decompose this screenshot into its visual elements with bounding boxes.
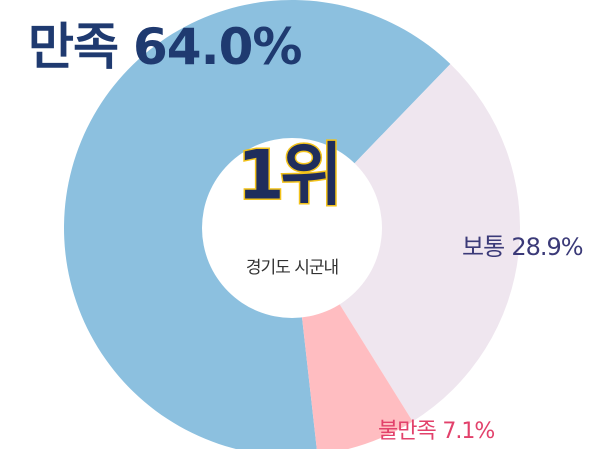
donut-slice [338, 63, 520, 422]
slice-name: 만족 [28, 18, 118, 76]
slice-name: 보통 [462, 233, 504, 261]
center-title: 1위 [237, 137, 339, 216]
donut-slice [64, 0, 451, 449]
slice-value: 64.0% [133, 18, 301, 76]
center-subtitle: 경기도 시군내 [246, 258, 338, 278]
slice-label: 보통 28.9% [462, 233, 583, 261]
slice-label: 만족 64.0% [28, 18, 301, 76]
slice-label: 불만족 7.1% [378, 419, 494, 444]
donut-hole [202, 138, 382, 318]
slice-name: 불만족 [378, 419, 436, 444]
slice-value: 7.1% [442, 419, 494, 444]
slices [64, 0, 520, 449]
slice-value: 28.9% [511, 233, 582, 261]
donut-slice [301, 302, 413, 449]
